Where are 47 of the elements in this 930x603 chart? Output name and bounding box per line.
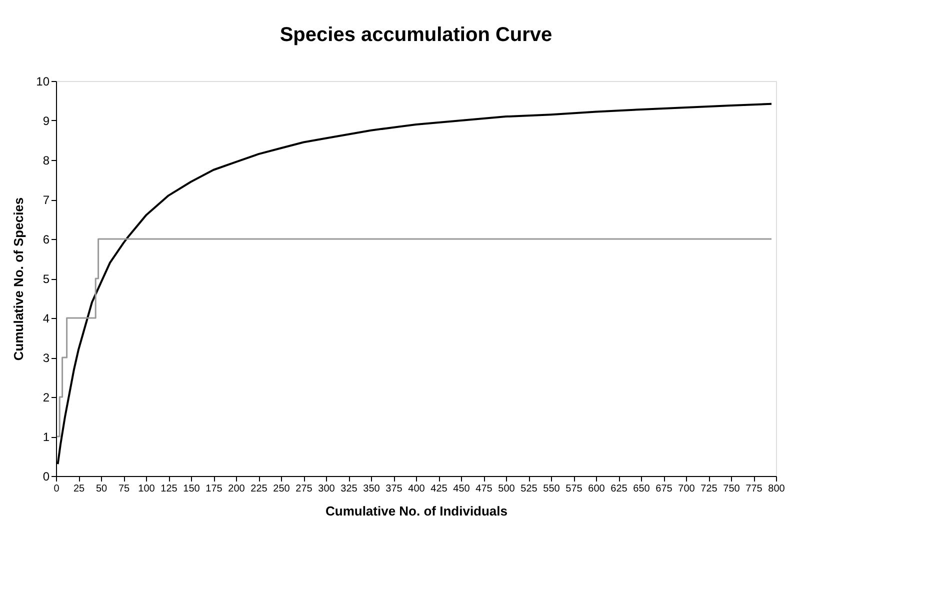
x-tick-label: 475 <box>476 484 493 494</box>
x-tick-label: 725 <box>700 484 718 494</box>
x-tick-label: 50 <box>96 484 108 494</box>
y-tick-label: 4 <box>42 312 50 326</box>
y-tick-label: 0 <box>42 470 50 484</box>
x-tick-label: 275 <box>296 484 313 494</box>
x-tick-label: 575 <box>566 484 583 494</box>
x-tick-label: 325 <box>340 484 358 494</box>
y-tick-label: 10 <box>36 74 50 88</box>
x-tick-label: 375 <box>386 484 403 494</box>
y-axis-title: Cumulative No. of Species <box>11 197 26 361</box>
x-tick-label: 25 <box>73 484 85 494</box>
x-tick-label: 350 <box>363 484 380 494</box>
x-tick-label: 400 <box>408 484 426 494</box>
chart-title: Species accumulation Curve <box>280 24 552 46</box>
x-tick-label: 675 <box>656 484 673 494</box>
y-tick-label: 8 <box>42 154 50 168</box>
x-tick-label: 250 <box>273 484 290 494</box>
x-axis-title: Cumulative No. of Individuals <box>325 504 508 518</box>
x-tick-label: 225 <box>250 484 268 494</box>
x-tick-label: 150 <box>183 484 200 494</box>
y-tick-label: 5 <box>42 272 50 286</box>
x-tick-label: 0 <box>54 484 60 494</box>
x-tick-label: 200 <box>228 484 246 494</box>
x-tick-label: 125 <box>160 484 178 494</box>
x-tick-label: 700 <box>678 484 696 494</box>
x-tick-label: 450 <box>453 484 470 494</box>
x-tick-label: 600 <box>588 484 606 494</box>
y-tick-label: 1 <box>42 430 50 444</box>
x-tick-label: 100 <box>138 484 156 494</box>
x-tick-label: 650 <box>633 484 650 494</box>
y-tick-label: 3 <box>42 351 50 365</box>
x-tick-label: 500 <box>498 484 516 494</box>
x-tick-label: 175 <box>206 484 223 494</box>
x-tick-label: 750 <box>723 484 740 494</box>
x-tick-label: 775 <box>746 484 763 494</box>
x-tick-label: 75 <box>118 484 130 494</box>
x-tick-label: 550 <box>543 484 560 494</box>
y-tick-label: 9 <box>42 114 50 128</box>
x-tick-label: 525 <box>520 484 538 494</box>
y-tick-label: 2 <box>42 390 50 404</box>
x-tick-label: 800 <box>768 484 786 494</box>
y-tick-label: 7 <box>42 193 50 207</box>
x-tick-label: 300 <box>318 484 336 494</box>
y-tick-label: 6 <box>42 232 50 246</box>
x-tick-label: 425 <box>430 484 448 494</box>
x-tick-label: 625 <box>610 484 628 494</box>
